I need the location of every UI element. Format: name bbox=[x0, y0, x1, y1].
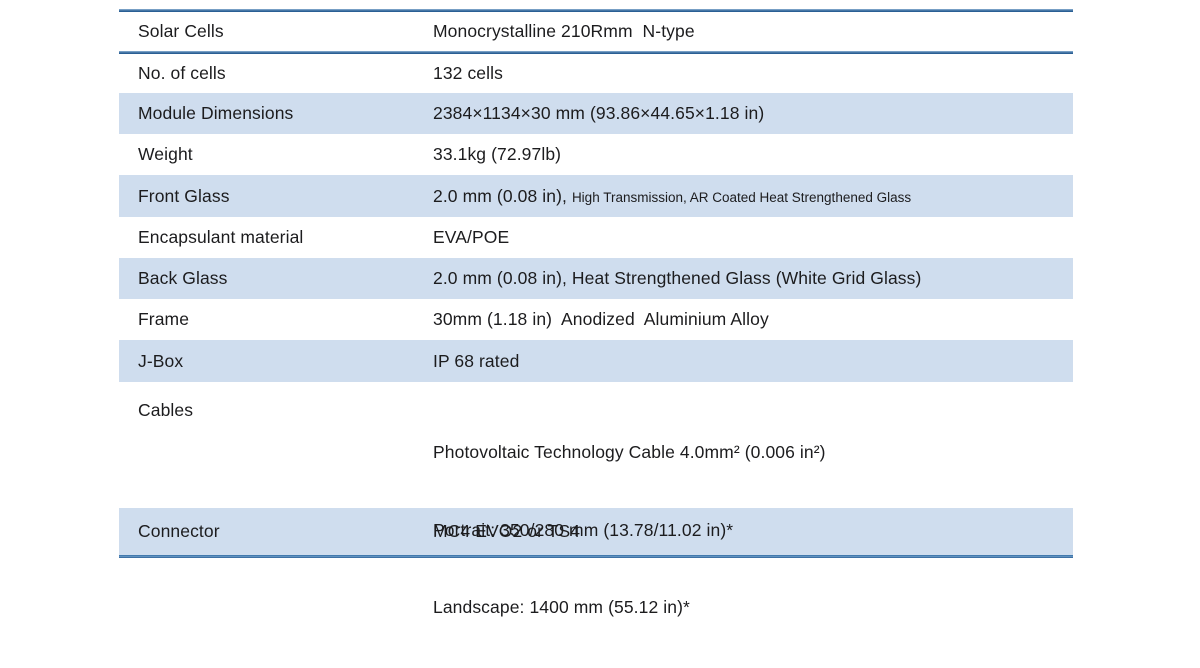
row-label: Connector bbox=[138, 521, 220, 541]
cable-landscape-line: Landscape: 1400 mm (55.12 in)* bbox=[433, 597, 690, 617]
row-value: 33.1kg (72.97lb) bbox=[433, 144, 562, 164]
row-value: 30mm (1.18 in) Anodized Aluminium Alloy bbox=[433, 309, 769, 329]
header-divider-rule bbox=[119, 51, 1073, 54]
cable-portrait-line: Portrait: 350/280 mm (13.78/11.02 in)* bbox=[433, 519, 734, 540]
row-label: Frame bbox=[138, 309, 190, 329]
row-label: Weight bbox=[138, 144, 193, 164]
row-value: 2384×1134×30 mm (93.86×44.65×1.18 in) bbox=[433, 103, 765, 123]
table-row-back-glass: Back Glass 2.0 mm (0.08 in), Heat Streng… bbox=[119, 258, 1073, 299]
table-row-module-dimensions: Module Dimensions 2384×1134×30 mm (93.86… bbox=[119, 93, 1073, 134]
cable-spec-line: Photovoltaic Technology Cable 4.0mm² (0.… bbox=[433, 442, 826, 462]
row-label: Cables bbox=[138, 400, 194, 420]
front-glass-main: 2.0 mm (0.08 in), bbox=[433, 185, 572, 206]
table-row-jbox: J-Box IP 68 rated bbox=[119, 340, 1073, 382]
row-value: Monocrystalline 210Rmm N-type bbox=[433, 21, 695, 41]
row-value: IP 68 rated bbox=[433, 350, 520, 371]
row-label: Module Dimensions bbox=[138, 103, 294, 123]
table-bottom-rule bbox=[119, 555, 1073, 558]
front-glass-note: High Transmission, AR Coated Heat Streng… bbox=[571, 189, 912, 205]
table-row-front-glass: Front Glass 2.0 mm (0.08 in), High Trans… bbox=[119, 175, 1073, 217]
row-value: MC4 EVO2 or TS4 bbox=[433, 521, 581, 541]
row-value: 132 cells bbox=[433, 63, 503, 83]
row-value: 2.0 mm (0.08 in), High Transmission, AR … bbox=[433, 186, 911, 207]
row-label: Back Glass bbox=[138, 268, 228, 288]
row-label: Front Glass bbox=[138, 185, 230, 206]
row-label: J-Box bbox=[138, 350, 184, 371]
table-row-solar-cells: Solar Cells Monocrystalline 210Rmm N-typ… bbox=[119, 12, 1073, 51]
table-row-connector: Connector MC4 EVO2 or TS4 bbox=[119, 508, 1073, 555]
row-value: 2.0 mm (0.08 in), Heat Strengthened Glas… bbox=[433, 268, 922, 288]
table-row-cables: Cables Photovoltaic Technology Cable 4.0… bbox=[119, 382, 1073, 617]
table-row-no-of-cells: No. of cells 132 cells bbox=[119, 54, 1073, 93]
spec-table: Solar Cells Monocrystalline 210Rmm N-typ… bbox=[119, 9, 1073, 617]
row-label: Encapsulant material bbox=[138, 227, 304, 247]
table-top-rule bbox=[119, 9, 1073, 12]
row-value: EVA/POE bbox=[433, 227, 510, 247]
table-row-encapsulant: Encapsulant material EVA/POE bbox=[119, 217, 1073, 258]
table-row-frame: Frame 30mm (1.18 in) Anodized Aluminium … bbox=[119, 299, 1073, 340]
row-label: No. of cells bbox=[138, 63, 226, 83]
table-row-weight: Weight 33.1kg (72.97lb) bbox=[119, 134, 1073, 175]
row-label: Solar Cells bbox=[138, 21, 224, 41]
